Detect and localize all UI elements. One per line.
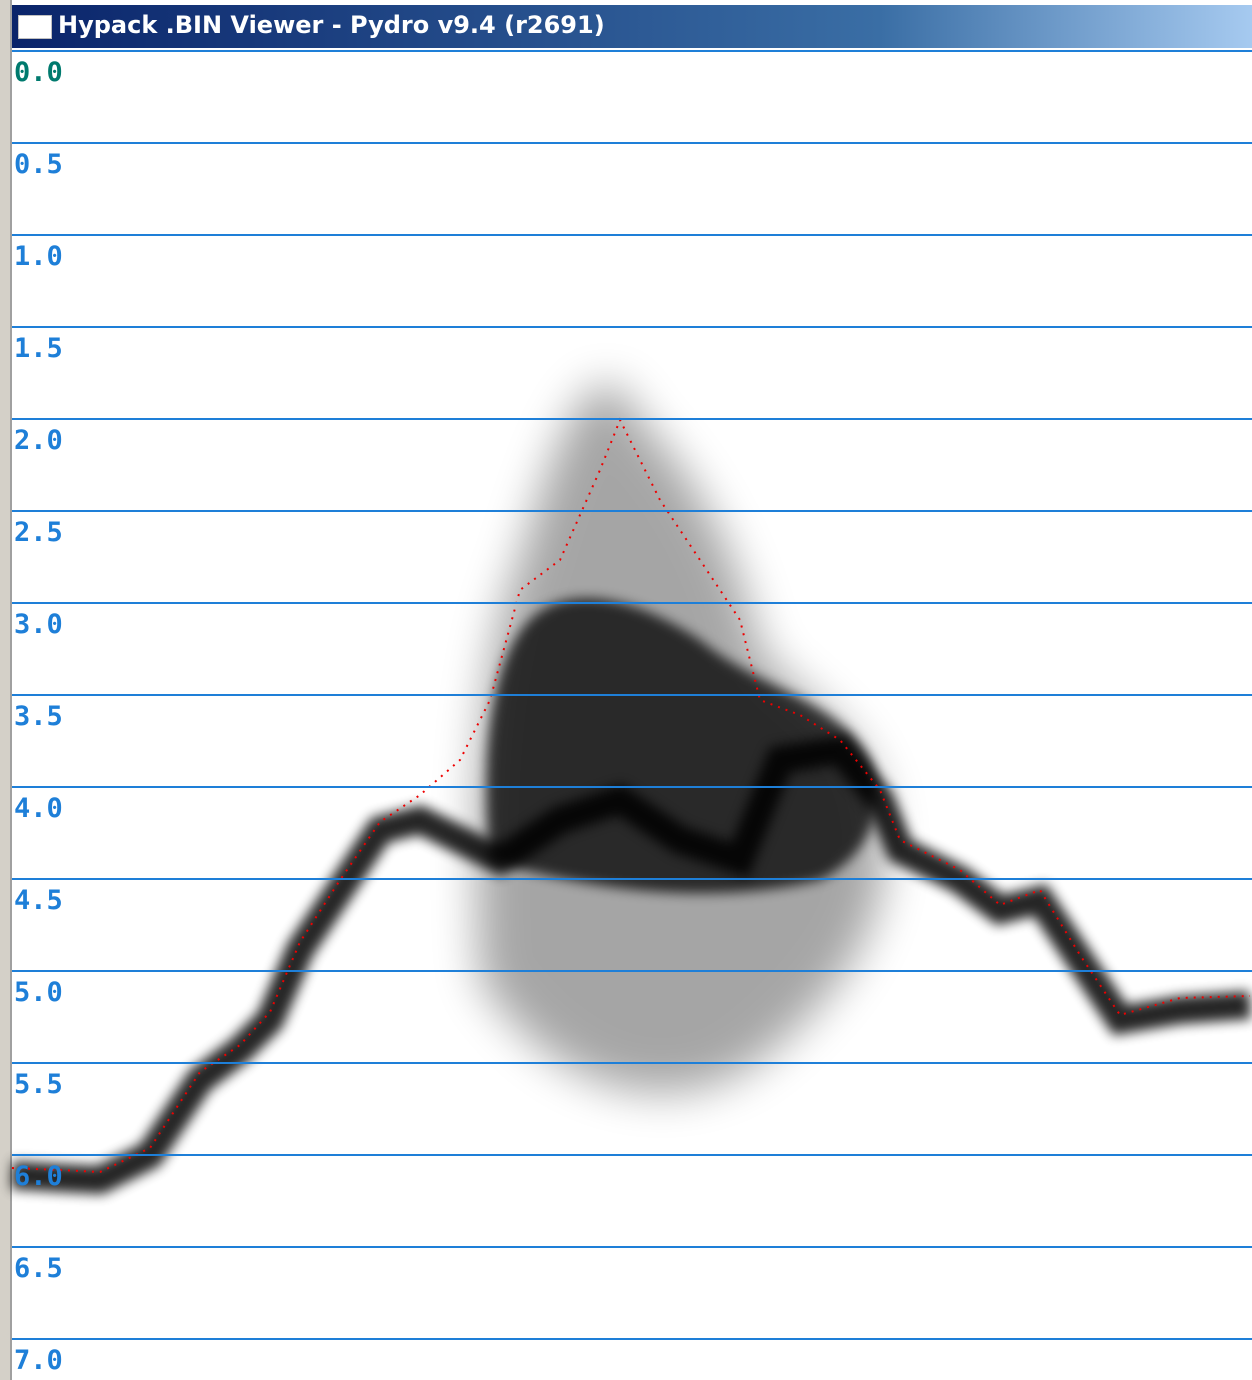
depth-label: 0.5 [14, 149, 63, 180]
window-title: Hypack .BIN Viewer - Pydro v9.4 (r2691) [58, 11, 605, 39]
depth-label: 1.0 [14, 241, 63, 272]
depth-label: 3.5 [14, 701, 63, 732]
depth-label: 1.5 [14, 333, 63, 364]
echo-returns [11, 383, 1251, 1195]
depth-label: 6.0 [14, 1161, 63, 1192]
depth-label: 5.0 [14, 977, 63, 1008]
depth-label: 7.0 [14, 1345, 63, 1376]
depth-scale: 0.0 0.5 1.0 1.5 2.0 2.5 3.0 3.5 4.0 4.5 5.0 5.5 6.0 6… [12, 50, 1252, 1376]
depth-label: 2.0 [14, 425, 63, 456]
title-bar: Hypack .BIN Viewer - Pydro v9.4 (r2691) [12, 5, 1252, 48]
window-icon [18, 15, 52, 39]
depth-label: 4.0 [14, 793, 63, 824]
window-border [0, 0, 12, 1380]
depth-label: 3.0 [14, 609, 63, 640]
depth-label: 4.5 [14, 885, 63, 916]
depth-label: 6.5 [14, 1253, 63, 1284]
depth-label: 0.0 [14, 57, 63, 88]
depth-label: 2.5 [14, 517, 63, 548]
depth-label: 5.5 [14, 1069, 63, 1100]
